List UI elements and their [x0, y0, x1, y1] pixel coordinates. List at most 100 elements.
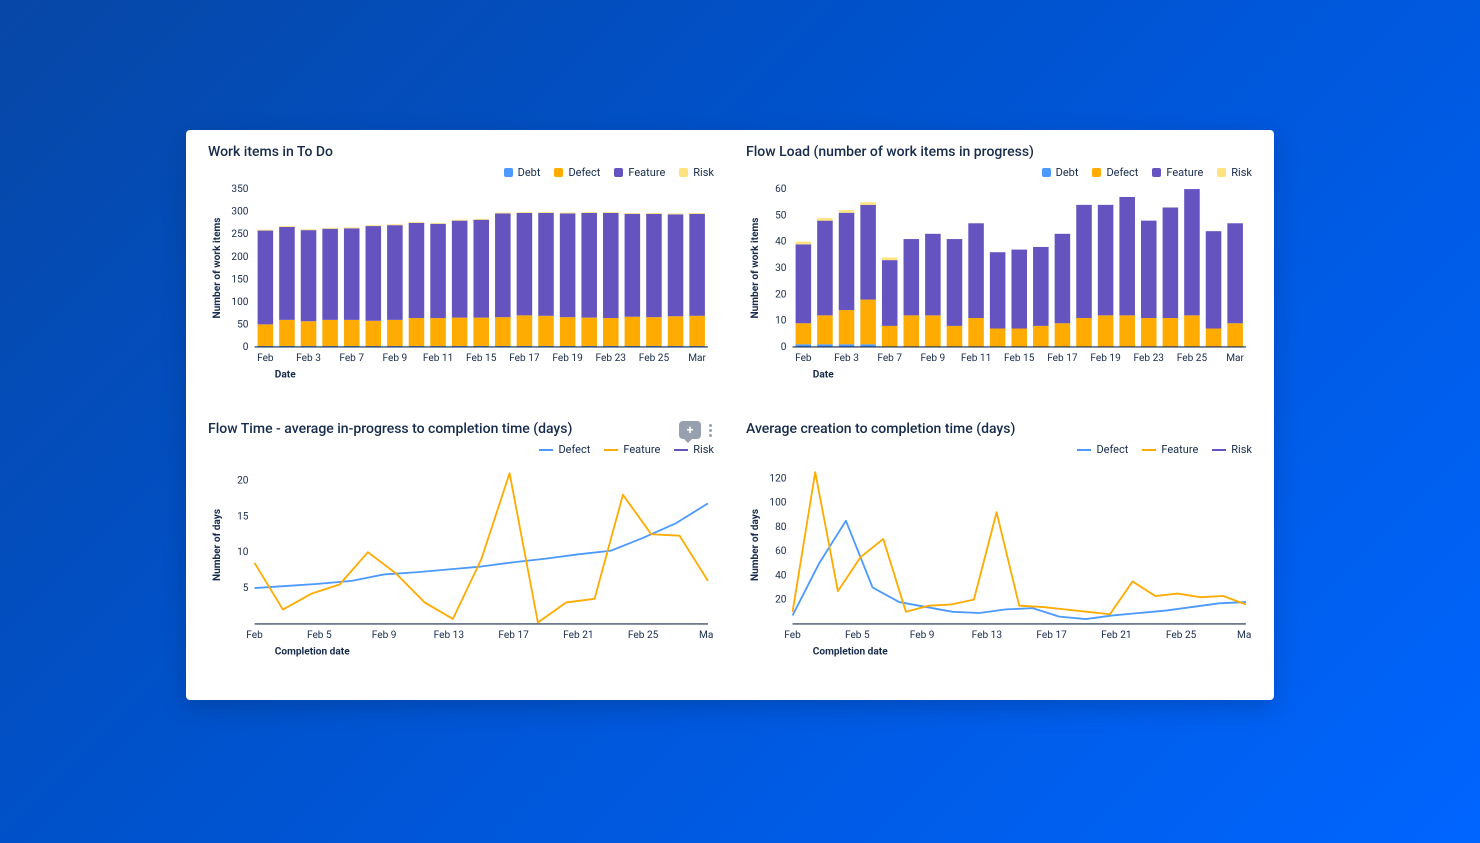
bar-segment[interactable]	[581, 213, 597, 318]
bar-segment[interactable]	[258, 231, 274, 325]
bar-segment[interactable]	[925, 234, 941, 316]
legend-item-debt[interactable]: Debt	[504, 166, 541, 179]
bar-segment[interactable]	[1098, 205, 1114, 316]
bar-segment[interactable]	[452, 221, 468, 318]
bar-segment[interactable]	[301, 230, 317, 321]
bar-segment[interactable]	[430, 318, 446, 346]
bar-segment[interactable]	[1033, 247, 1049, 326]
legend-item-risk[interactable]: Risk	[674, 443, 714, 456]
bar-segment[interactable]	[817, 315, 833, 344]
bar-segment[interactable]	[538, 316, 554, 346]
bar-segment[interactable]	[409, 222, 425, 223]
bar-segment[interactable]	[860, 202, 876, 205]
bar-segment[interactable]	[839, 310, 855, 344]
bar-segment[interactable]	[646, 317, 662, 346]
kebab-menu-icon[interactable]	[707, 422, 714, 439]
bar-segment[interactable]	[409, 318, 425, 346]
bar-segment[interactable]	[301, 229, 317, 230]
bar-segment[interactable]	[495, 213, 511, 214]
bar-segment[interactable]	[1033, 326, 1049, 347]
bar-segment[interactable]	[990, 252, 1006, 328]
bar-segment[interactable]	[322, 228, 338, 229]
legend-item-feature[interactable]: Feature	[604, 443, 660, 456]
bar-segment[interactable]	[473, 318, 489, 346]
bar-segment[interactable]	[366, 226, 382, 321]
legend-item-defect[interactable]: Defect	[539, 443, 590, 456]
bar-segment[interactable]	[344, 320, 360, 346]
bar-segment[interactable]	[344, 228, 360, 320]
bar-segment[interactable]	[279, 226, 295, 227]
bar-segment[interactable]	[366, 225, 382, 226]
bar-segment[interactable]	[258, 230, 274, 231]
bar-segment[interactable]	[947, 239, 963, 326]
bar-segment[interactable]	[452, 220, 468, 221]
bar-segment[interactable]	[625, 214, 641, 317]
bar-segment[interactable]	[796, 242, 812, 245]
bar-segment[interactable]	[1227, 323, 1243, 347]
bar-segment[interactable]	[925, 315, 941, 347]
bar-segment[interactable]	[860, 300, 876, 345]
legend-item-risk[interactable]: Risk	[1217, 166, 1252, 179]
bar-segment[interactable]	[258, 324, 274, 346]
bar-segment[interactable]	[1055, 323, 1071, 347]
bar-segment[interactable]	[904, 239, 920, 315]
bar-segment[interactable]	[495, 317, 511, 346]
bar-segment[interactable]	[301, 321, 317, 346]
legend-item-defect[interactable]: Defect	[554, 166, 600, 179]
bar-segment[interactable]	[817, 218, 833, 221]
bar-segment[interactable]	[538, 213, 554, 316]
bar-segment[interactable]	[625, 317, 641, 346]
bar-segment[interactable]	[1206, 329, 1222, 347]
bar-segment[interactable]	[430, 224, 446, 318]
bar-segment[interactable]	[603, 212, 619, 213]
bar-segment[interactable]	[1055, 234, 1071, 323]
bar-segment[interactable]	[560, 317, 576, 346]
bar-segment[interactable]	[646, 213, 662, 214]
bar-segment[interactable]	[839, 213, 855, 310]
bar-segment[interactable]	[603, 318, 619, 346]
bar-segment[interactable]	[1119, 315, 1135, 347]
bar-segment[interactable]	[387, 320, 403, 346]
line-series-feature[interactable]	[793, 472, 1246, 614]
bar-segment[interactable]	[560, 213, 576, 317]
bar-segment[interactable]	[668, 316, 684, 346]
bar-segment[interactable]	[947, 326, 963, 347]
bar-segment[interactable]	[344, 227, 360, 228]
bar-segment[interactable]	[430, 223, 446, 224]
bar-segment[interactable]	[882, 326, 898, 347]
bar-segment[interactable]	[689, 316, 705, 346]
bar-segment[interactable]	[517, 212, 533, 213]
legend-item-risk[interactable]: Risk	[1212, 443, 1252, 456]
bar-segment[interactable]	[322, 320, 338, 346]
bar-segment[interactable]	[990, 329, 1006, 347]
bar-segment[interactable]	[646, 214, 662, 317]
bar-segment[interactable]	[1076, 318, 1092, 347]
bar-segment[interactable]	[279, 227, 295, 320]
bar-segment[interactable]	[473, 220, 489, 318]
bar-segment[interactable]	[860, 205, 876, 300]
bar-segment[interactable]	[1184, 189, 1200, 315]
bar-segment[interactable]	[452, 318, 468, 346]
bar-segment[interactable]	[560, 213, 576, 214]
legend-item-defect[interactable]: Defect	[1077, 443, 1128, 456]
legend-item-feature[interactable]: Feature	[1142, 443, 1198, 456]
legend-item-feature[interactable]: Feature	[1152, 166, 1203, 179]
legend-item-feature[interactable]: Feature	[614, 166, 665, 179]
bar-segment[interactable]	[1227, 223, 1243, 323]
line-series-feature[interactable]	[255, 473, 708, 622]
bar-segment[interactable]	[882, 257, 898, 260]
bar-segment[interactable]	[322, 229, 338, 320]
bar-segment[interactable]	[1184, 315, 1200, 347]
bar-segment[interactable]	[668, 213, 684, 214]
bar-segment[interactable]	[689, 213, 705, 214]
bar-segment[interactable]	[1076, 205, 1092, 318]
bar-segment[interactable]	[409, 223, 425, 318]
bar-segment[interactable]	[495, 213, 511, 317]
bar-segment[interactable]	[839, 210, 855, 213]
bar-segment[interactable]	[1011, 329, 1027, 347]
bar-segment[interactable]	[796, 244, 812, 323]
bar-segment[interactable]	[968, 318, 984, 347]
bar-segment[interactable]	[538, 212, 554, 213]
bar-segment[interactable]	[366, 321, 382, 346]
bar-segment[interactable]	[279, 320, 295, 346]
